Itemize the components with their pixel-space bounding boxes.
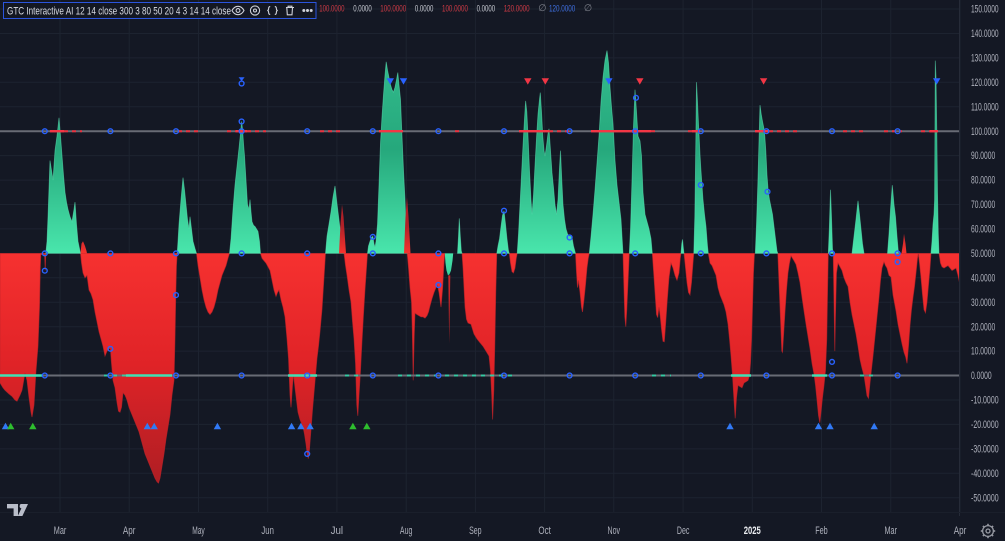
svg-text:Aug: Aug xyxy=(400,525,413,537)
svg-text:-30.0000: -30.0000 xyxy=(971,444,999,456)
svg-text:Sep: Sep xyxy=(469,525,482,537)
svg-text:Jun: Jun xyxy=(261,525,274,537)
svg-text:0.0000: 0.0000 xyxy=(415,4,434,15)
svg-text:0.0000: 0.0000 xyxy=(353,4,372,15)
svg-text:2025: 2025 xyxy=(744,525,761,537)
svg-text:Feb: Feb xyxy=(815,525,828,537)
svg-text:-10.0000: -10.0000 xyxy=(971,395,999,407)
svg-text:Mar: Mar xyxy=(885,525,898,537)
svg-text:Oct: Oct xyxy=(538,525,551,537)
svg-text:Apr: Apr xyxy=(123,525,136,537)
svg-text:120.0000: 120.0000 xyxy=(504,4,530,15)
svg-text:GTC Interactive AI 12 14 close: GTC Interactive AI 12 14 close 300 3 80 … xyxy=(7,5,231,17)
svg-text:130.0000: 130.0000 xyxy=(971,53,999,65)
svg-text:120.0000: 120.0000 xyxy=(971,77,999,89)
svg-text:150.0000: 150.0000 xyxy=(971,4,999,16)
svg-text:100.0000: 100.0000 xyxy=(442,4,468,15)
svg-text:30.0000: 30.0000 xyxy=(971,297,995,309)
svg-text:70.0000: 70.0000 xyxy=(971,199,995,211)
svg-text:Dec: Dec xyxy=(677,525,690,537)
svg-text:-40.0000: -40.0000 xyxy=(971,468,999,480)
svg-text:100.0000: 100.0000 xyxy=(319,4,344,15)
svg-text:0.0000: 0.0000 xyxy=(971,370,992,382)
svg-text:110.0000: 110.0000 xyxy=(971,101,999,113)
svg-text:10.0000: 10.0000 xyxy=(971,346,995,358)
svg-text:100.0000: 100.0000 xyxy=(971,126,999,138)
svg-text:Apr: Apr xyxy=(954,525,967,537)
svg-text:60.0000: 60.0000 xyxy=(971,224,995,236)
svg-text:40.0000: 40.0000 xyxy=(971,272,995,284)
svg-text:80.0000: 80.0000 xyxy=(971,175,995,187)
svg-text:Jul: Jul xyxy=(331,525,344,537)
svg-text:∅: ∅ xyxy=(584,3,592,14)
svg-text:∅: ∅ xyxy=(538,3,546,14)
svg-text:120.0000: 120.0000 xyxy=(549,4,575,15)
svg-text:-20.0000: -20.0000 xyxy=(971,419,999,431)
svg-text:Nov: Nov xyxy=(608,525,621,537)
svg-text:50.0000: 50.0000 xyxy=(971,248,995,260)
svg-text:-50.0000: -50.0000 xyxy=(971,492,999,504)
svg-text:May: May xyxy=(192,525,205,537)
svg-text:90.0000: 90.0000 xyxy=(971,150,995,162)
svg-text:0.0000: 0.0000 xyxy=(477,4,496,15)
svg-text:100.0000: 100.0000 xyxy=(380,4,406,15)
svg-text:Mar: Mar xyxy=(54,525,67,537)
svg-text:140.0000: 140.0000 xyxy=(971,28,999,40)
svg-text:20.0000: 20.0000 xyxy=(971,321,995,333)
